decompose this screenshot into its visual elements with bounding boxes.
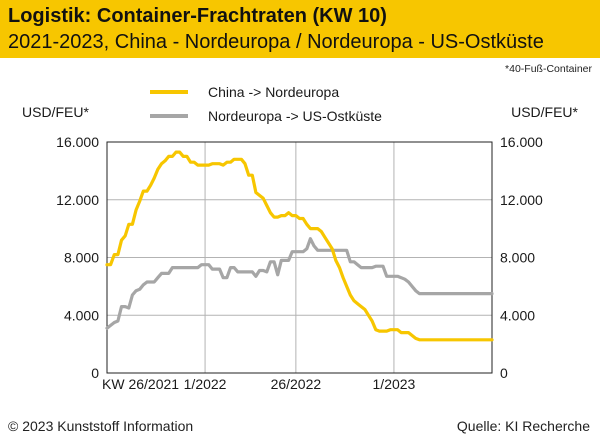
chart-subtitle: 2021-2023, China - Nordeuropa / Nordeuro… bbox=[8, 31, 544, 53]
series-layer bbox=[105, 150, 494, 342]
plot-frame bbox=[106, 141, 493, 374]
gridlines bbox=[107, 142, 492, 373]
y-tick-label-right: 8.000 bbox=[500, 250, 535, 266]
source-text: Quelle: KI Recherche bbox=[456, 418, 590, 434]
x-tick-label: KW 26/2021 bbox=[102, 376, 179, 392]
chart-title: Logistik: Container-Frachtraten (KW 10) bbox=[8, 5, 387, 27]
title-banner bbox=[0, 0, 600, 58]
y-axis-label-left: USD/FEU* bbox=[22, 104, 89, 120]
y-tick-label-left: 4.000 bbox=[64, 307, 99, 323]
y-tick-label-left: 12.000 bbox=[56, 192, 99, 208]
copyright-text: © 2023 Kunststoff Information bbox=[8, 418, 194, 434]
unit-footnote: *40-Fuß-Container bbox=[505, 63, 592, 75]
x-tick-label: 1/2023 bbox=[373, 376, 416, 392]
y-tick-label-right: 4.000 bbox=[500, 307, 535, 323]
y-tick-label-left: 16.000 bbox=[56, 134, 99, 150]
legend: China -> Nordeuropa Nordeuropa -> US-Ostk… bbox=[150, 84, 382, 124]
y-tick-label-right: 12.000 bbox=[500, 192, 543, 208]
y-tick-label-left: 8.000 bbox=[64, 250, 99, 266]
y-axis-label-right: USD/FEU* bbox=[511, 104, 578, 120]
series-line-nordeuropa-us-ostkueste bbox=[105, 237, 494, 330]
legend-label: Nordeuropa -> US-Ostküste bbox=[208, 108, 382, 124]
legend-label: China -> Nordeuropa bbox=[208, 84, 339, 100]
y-tick-label-right: 16.000 bbox=[500, 134, 543, 150]
y-tick-label-right: 0 bbox=[500, 365, 508, 381]
series-line-china-nordeuropa bbox=[105, 150, 494, 342]
axis-layer: 0 0 4.000 4.000 8.000 8.000 12.000 12.000 16.000… bbox=[56, 134, 543, 392]
x-tick-label: 1/2022 bbox=[184, 376, 227, 392]
y-tick-label-left: 0 bbox=[91, 365, 99, 381]
x-tick-label: 26/2022 bbox=[271, 376, 322, 392]
